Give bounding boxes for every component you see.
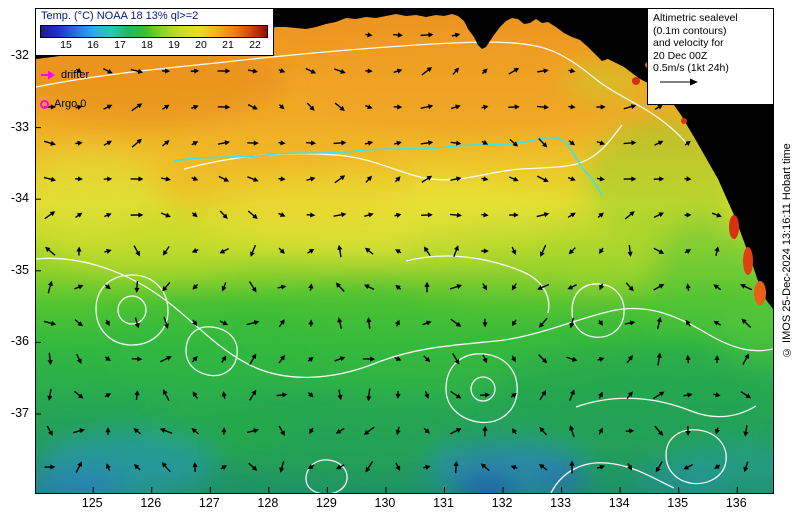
imos-watermark: © IMOS 25-Dec-2024 13:16:11 Hobart time <box>781 143 793 359</box>
colorbar-tick-label: 15 <box>60 39 72 51</box>
colorbar-title: Temp. (°C) NOAA 18 13% ql>=2 <box>41 10 199 22</box>
longitude-tick-label: 129 <box>315 496 337 510</box>
drifter-label: drifter <box>61 69 90 81</box>
colorbar-tick-label: 21 <box>222 39 234 51</box>
info-line: and velocity for <box>653 37 724 49</box>
longitude-tick-label: 135 <box>667 496 689 510</box>
longitude-tick-label: 130 <box>374 496 396 510</box>
argo-legend: Argo 0 <box>40 98 86 110</box>
colorbar-legend: Temp. (°C) NOAA 18 13% ql>=2 15 16 17 18 19 2… <box>36 9 274 56</box>
longitude-axis: 125 126 127 128 129 130 131 132 133 134 135 136 <box>35 496 774 514</box>
sealevel-contours <box>36 41 773 493</box>
colorbar-tick-label: 16 <box>87 39 99 51</box>
map-area: Temp. (°C) NOAA 18 13% ql>=2 15 16 17 18 19 2… <box>35 8 774 494</box>
longitude-tick-label: 126 <box>140 496 162 510</box>
latitude-axis: -32 -33 -34 -35 -36 -37 <box>0 8 33 494</box>
longitude-tick-label: 125 <box>81 496 103 510</box>
argo-label: Argo 0 <box>54 98 87 110</box>
info-line: Altimetric sealevel <box>653 12 738 24</box>
datetime-label: 20-Dec-2024 00:12Z <box>536 12 691 44</box>
drifter-arrow-icon <box>41 70 55 80</box>
colorbar-tick-label: 17 <box>114 39 126 51</box>
longitude-tick-label: 127 <box>198 496 220 510</box>
longitude-tick-label: 131 <box>433 496 454 510</box>
velocity-scale-arrow-icon <box>660 78 698 85</box>
latitude-tick-label: -35 <box>10 262 29 277</box>
latitude-tick-label: -32 <box>10 48 29 62</box>
drifter-legend: drifter <box>40 69 89 81</box>
colorbar-tick-label: 22 <box>249 39 261 51</box>
latitude-tick-label: -34 <box>10 191 29 206</box>
depth-contour-label: 200m <box>304 11 332 23</box>
longitude-tick-label: 136 <box>725 496 747 510</box>
longitude-tick-label: 134 <box>608 496 630 510</box>
altimetry-info-box: Altimetric sealevel (0.1m contours) and … <box>647 9 773 105</box>
latitude-tick-label: -37 <box>10 406 29 420</box>
latitude-tick-label: -33 <box>10 119 29 134</box>
isobath-200m-line <box>173 136 603 197</box>
latitude-tick-label: -36 <box>10 334 29 349</box>
argo-circle-icon <box>40 99 49 109</box>
colorbar-tick-labels: 15 16 17 18 19 20 21 22 <box>40 39 268 53</box>
info-line: 20 Dec 00Z <box>653 49 708 62</box>
colorbar-tick-label: 18 <box>141 39 153 51</box>
axis-ticks <box>36 55 738 493</box>
colorbar-tick-label: 20 <box>195 39 207 51</box>
longitude-tick-label: 132 <box>491 496 513 510</box>
info-line: 0.5m/s (1kt 24h) <box>653 62 729 74</box>
longitude-tick-label: 133 <box>550 496 572 510</box>
colorbar-gradient <box>40 25 268 38</box>
time-label: 00:12Z <box>593 28 634 43</box>
colorbar-tick-label: 19 <box>168 39 180 51</box>
date-label: 20-Dec-2024 <box>575 12 652 27</box>
info-line: (0.1m contours) <box>653 24 727 37</box>
longitude-tick-label: 128 <box>257 496 279 510</box>
velocity-arrows <box>43 32 753 474</box>
